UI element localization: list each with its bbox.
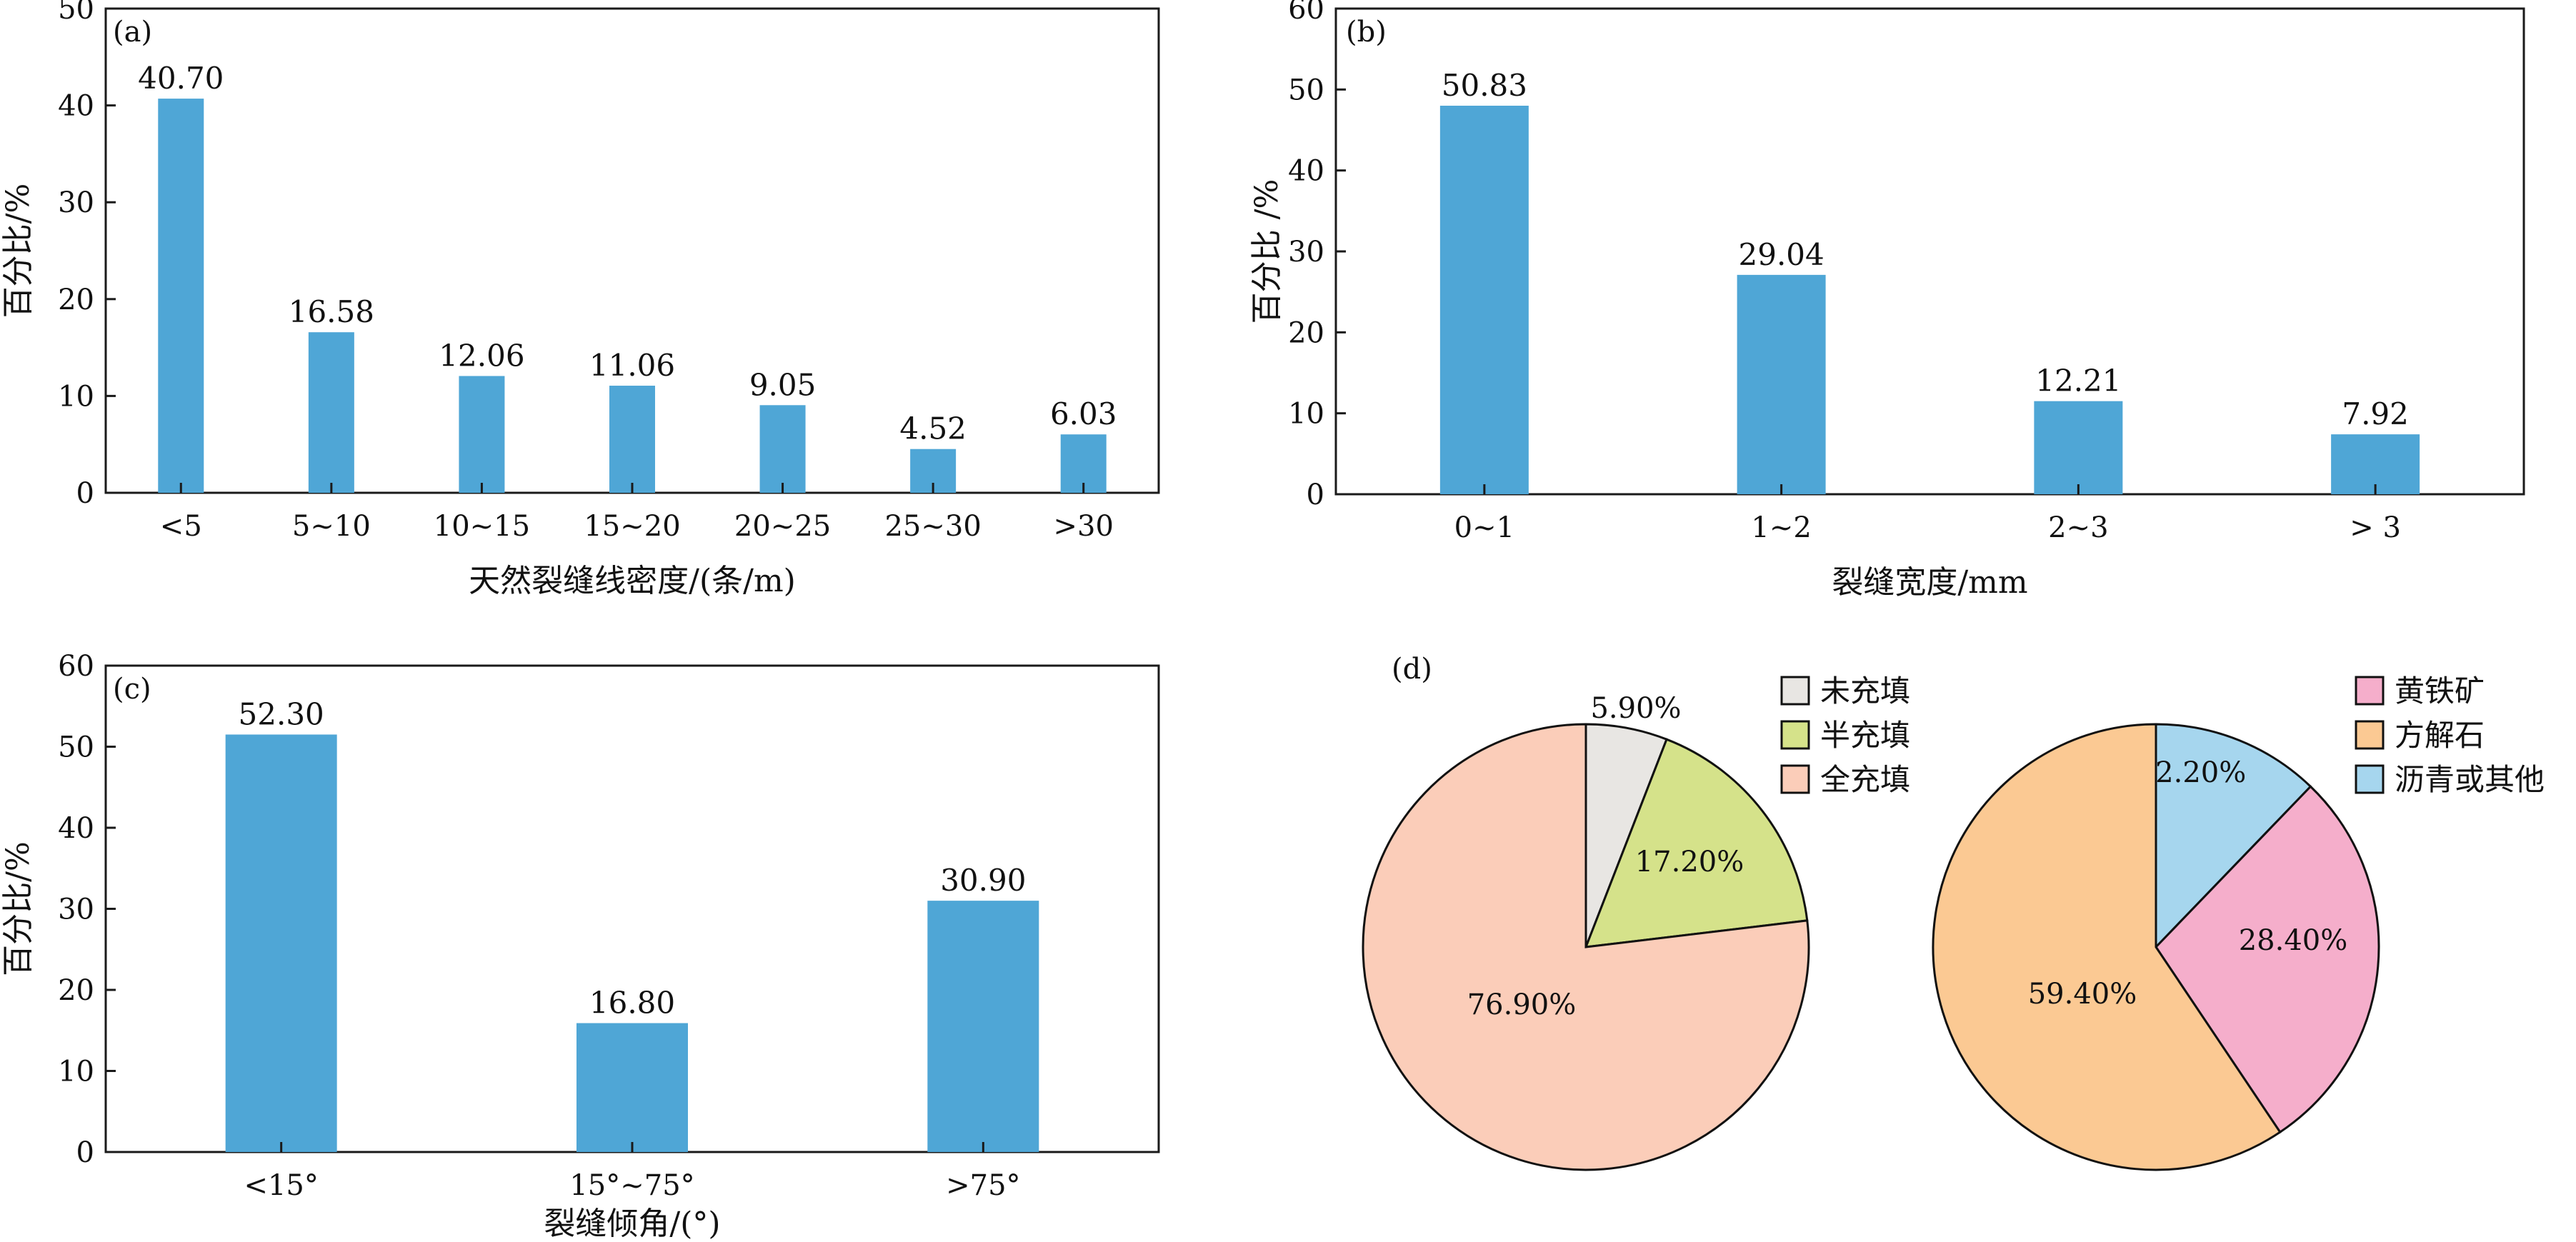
y-tick-label: 30 [1288, 236, 1324, 269]
pie-slice-label: 59.40% [2028, 978, 2137, 1011]
data-label: 40.70 [138, 61, 224, 96]
y-tick-label: 20 [1288, 316, 1324, 349]
panel-label: (c) [113, 673, 151, 706]
bar [1439, 106, 1529, 494]
legend-swatch [2355, 764, 2385, 794]
bar [609, 386, 655, 493]
y-tick-label: 20 [58, 284, 94, 316]
data-label: 16.80 [589, 986, 675, 1021]
x-tick-label: > 3 [2350, 511, 2401, 544]
legend-entry: 黄铁矿 [2395, 673, 2485, 708]
y-tick-label: 30 [58, 893, 94, 926]
bar [2034, 401, 2123, 494]
bar [759, 405, 806, 493]
bar [1737, 274, 1826, 494]
data-label: 6.03 [1050, 396, 1117, 431]
pie-slice [2155, 723, 2312, 950]
x-tick-label: 20~25 [734, 510, 831, 543]
x-tick-label: 0~1 [1454, 511, 1514, 544]
y-tick-label: 40 [58, 90, 94, 123]
y-tick-label: 10 [58, 380, 94, 413]
y-tick-label: 40 [1288, 155, 1324, 188]
y-tick-label: 10 [1288, 398, 1324, 431]
x-tick-label: >30 [1054, 510, 1114, 543]
data-label: 7.92 [2342, 396, 2409, 431]
bar [459, 376, 505, 493]
x-tick-label: 2~3 [2048, 511, 2108, 544]
data-label: 50.83 [1442, 68, 1527, 103]
y-tick-label: 0 [76, 1136, 94, 1169]
legend-swatch [1780, 676, 1810, 706]
x-tick-label: >75° [946, 1169, 1020, 1202]
panel-label: (a) [113, 16, 152, 49]
data-label: 30.90 [940, 863, 1026, 898]
pie-slice-label: 5.90% [1590, 692, 1681, 725]
y-tick-label: 0 [1307, 479, 1324, 511]
y-tick-label: 0 [76, 477, 94, 510]
y-tick-label: 50 [58, 0, 94, 26]
panel-label: (b) [1346, 16, 1387, 49]
y-tick-label: 50 [58, 731, 94, 764]
x-tick-label: 1~2 [1751, 511, 1811, 544]
y-tick-label: 60 [58, 650, 94, 683]
bar [927, 901, 1039, 1152]
legend-entry: 方解石 [2395, 718, 2485, 753]
x-tick-label: 15~20 [584, 510, 680, 543]
data-label: 16.58 [289, 294, 374, 329]
data-label: 12.21 [2035, 364, 2121, 399]
pie-slice [1584, 738, 1809, 948]
pie-slice-label: 76.90% [1467, 988, 1577, 1021]
pie-slice-label: 17.20% [1635, 846, 1744, 878]
bar [158, 99, 204, 493]
pie-slice [1932, 723, 2282, 1171]
x-axis-label: 裂缝倾角/(°) [544, 1206, 720, 1242]
y-axis-label: 百分比 /% [1249, 179, 1285, 324]
pie-slice-label: 28.40% [2239, 924, 2348, 957]
x-axis-label: 裂缝宽度/mm [1832, 564, 2027, 601]
x-axis-label: 天然裂缝线密度/(条/m) [469, 563, 796, 599]
x-tick-label: 25~30 [884, 510, 981, 543]
x-tick-label: <15° [244, 1169, 318, 1202]
pie-slice [1362, 723, 1810, 1171]
bar [225, 734, 337, 1152]
data-label: 52.30 [239, 696, 324, 731]
x-tick-label: 5~10 [292, 510, 371, 543]
legend-entry: 半充填 [1820, 718, 1910, 753]
x-tick-label: 10~15 [434, 510, 530, 543]
data-label: 12.06 [439, 338, 524, 373]
x-tick-label: <5 [160, 510, 202, 543]
panel-a-bar-chart: 0 10 20 30 40 50 <5 40.70 5~10 16.58 10~15 12.06 15~… [0, 0, 1160, 599]
panel-c-bar-chart: 0 10 20 30 40 50 60 <15° 52.30 15°~75° 16.80 >75° 30… [0, 650, 1160, 1242]
data-label: 9.05 [749, 367, 817, 402]
data-label: 11.06 [589, 348, 675, 383]
y-tick-label: 40 [58, 812, 94, 845]
panel-label: (d) [1392, 653, 1432, 686]
legend-entry: 未充填 [1820, 673, 1910, 708]
panel-d-pie-charts: (d)5.90%17.20%76.90%12.20%28.40%59.40%未充… [1362, 653, 2545, 1171]
x-tick-label: 15°~75° [569, 1169, 694, 1202]
bar [576, 1023, 688, 1152]
pie-slice [2155, 785, 2380, 1134]
data-label: 29.04 [1739, 237, 1824, 272]
bar [308, 332, 354, 493]
y-tick-label: 20 [58, 974, 94, 1007]
legend-swatch [1780, 764, 1810, 794]
y-tick-label: 60 [1288, 0, 1324, 26]
y-tick-label: 10 [58, 1056, 94, 1088]
y-tick-label: 30 [58, 186, 94, 219]
y-axis-label: 百分比/% [0, 841, 36, 976]
y-axis-label: 百分比/% [0, 184, 36, 319]
panel-b-bar-chart: 0 10 20 30 40 50 60 0~1 50.83 1~2 29.04 2~3 12.21 > 3… [1249, 0, 2525, 601]
legend-swatch [2355, 720, 2385, 750]
legend-entry: 沥青或其他 [2395, 762, 2545, 797]
legend-entry: 全充填 [1820, 762, 1910, 797]
legend-swatch [2355, 676, 2385, 706]
y-tick-label: 50 [1288, 74, 1324, 106]
legend-swatch [1780, 720, 1810, 750]
data-label: 4.52 [899, 411, 967, 446]
